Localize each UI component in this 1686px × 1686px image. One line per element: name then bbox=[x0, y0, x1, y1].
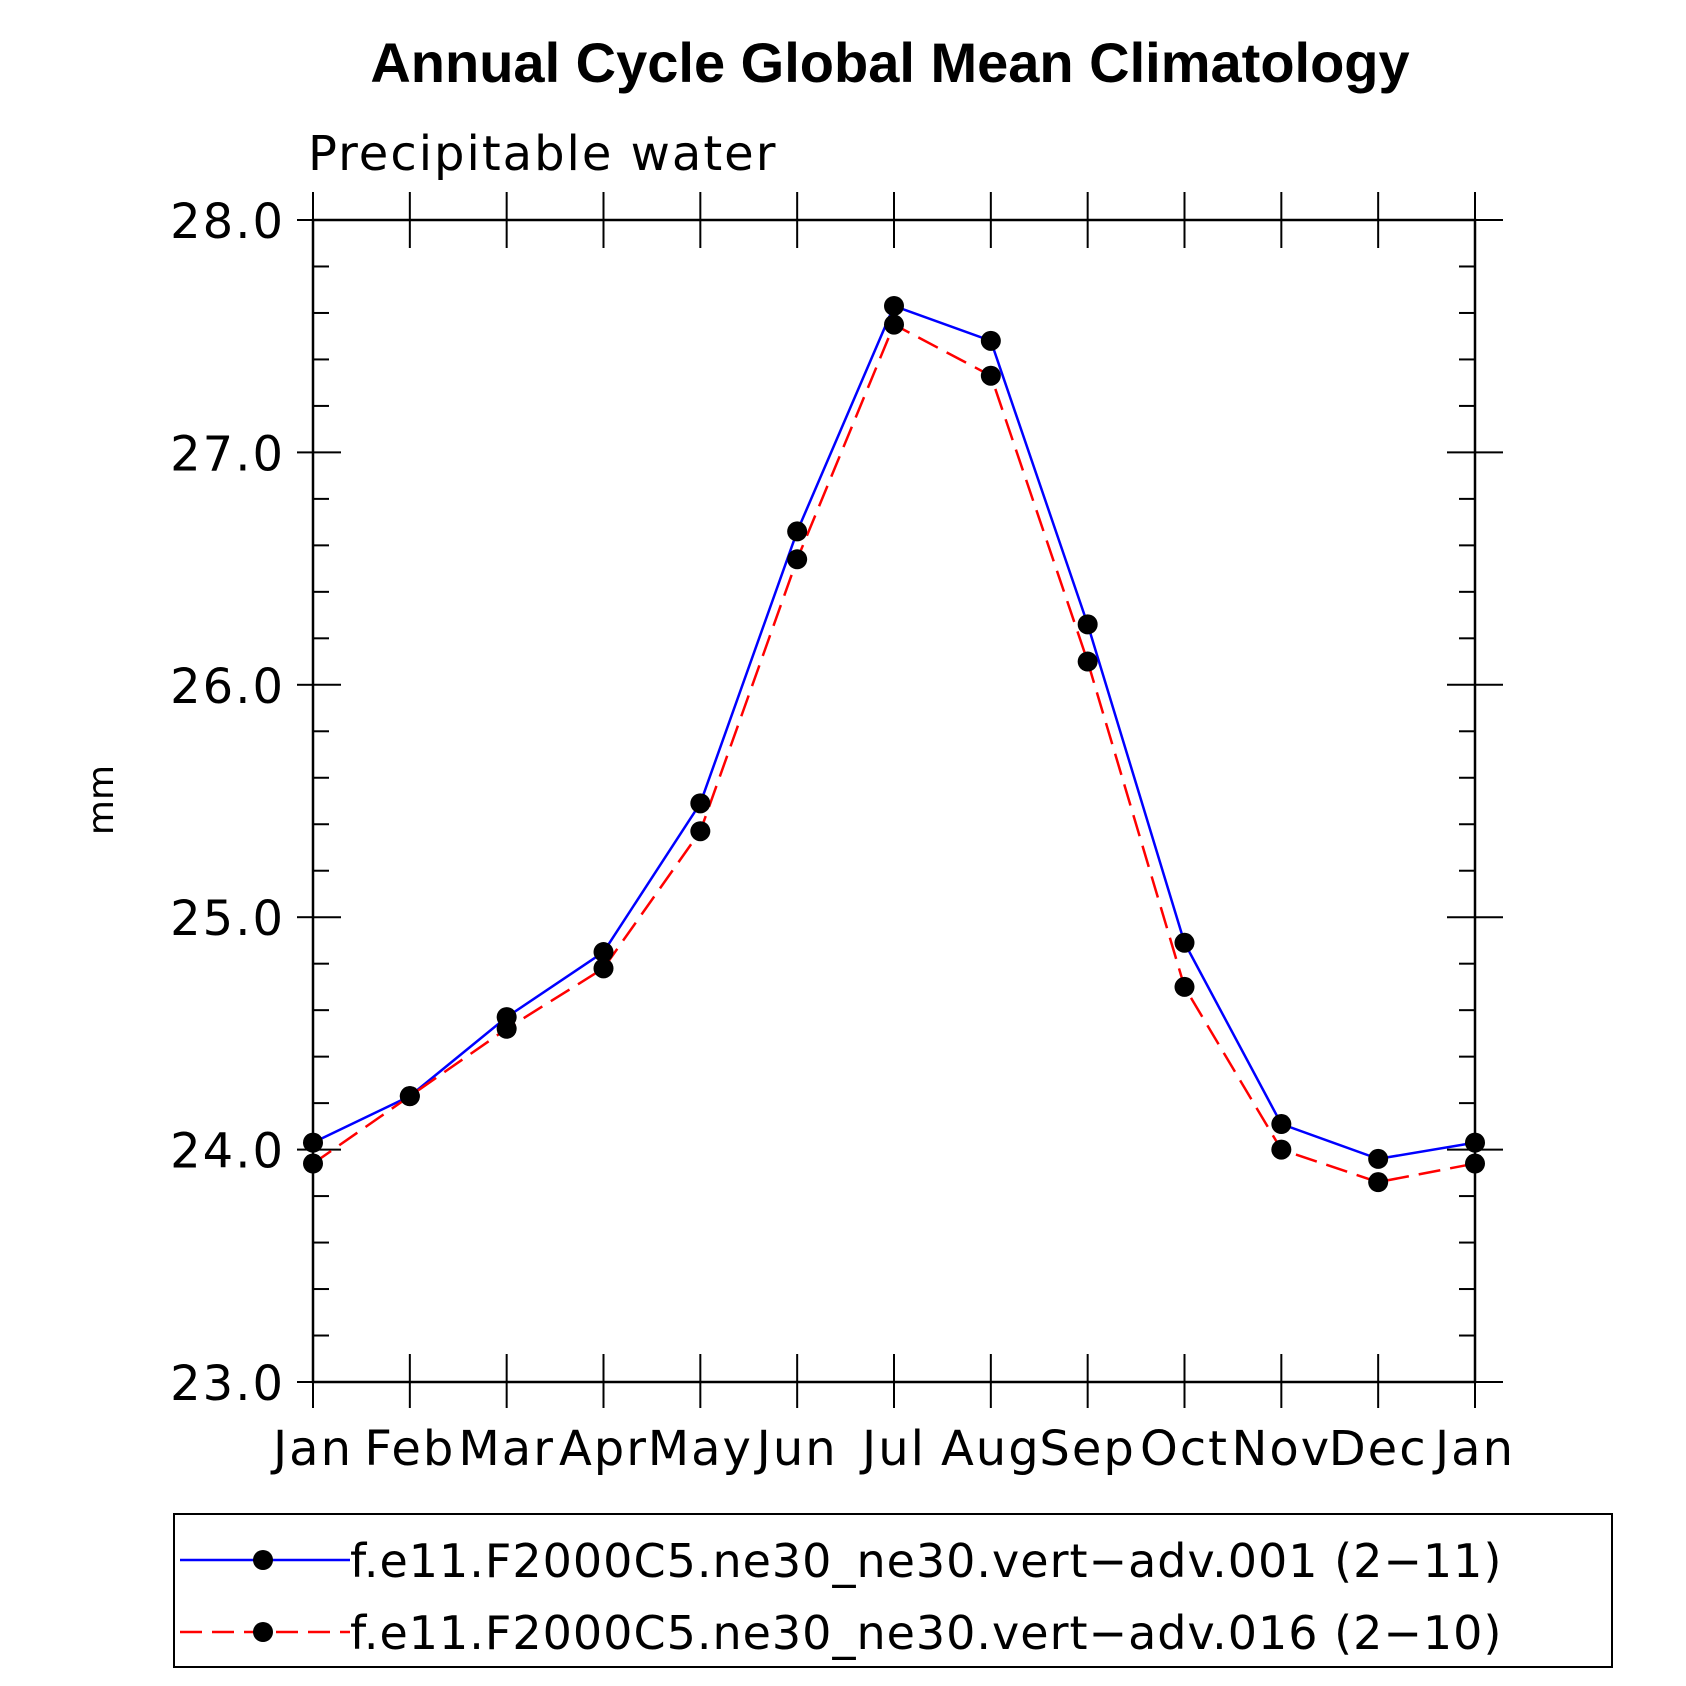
x-tick-label: Feb bbox=[364, 1421, 455, 1477]
y-tick-label: 24.0 bbox=[170, 1124, 285, 1180]
y-tick-label: 27.0 bbox=[170, 426, 285, 482]
legend-box bbox=[173, 1513, 1613, 1668]
data-point-series-2 bbox=[593, 958, 614, 979]
y-tick-label: 26.0 bbox=[170, 659, 285, 715]
legend-marker-1 bbox=[253, 1550, 273, 1570]
data-point-series-1 bbox=[884, 295, 904, 316]
series-line-1 bbox=[312, 304, 1476, 1161]
x-tick-label: May bbox=[648, 1421, 753, 1477]
data-point-series-1 bbox=[980, 330, 1001, 351]
data-point-series-2 bbox=[496, 1018, 517, 1039]
y-tick-label: 28.0 bbox=[170, 194, 285, 250]
data-point-series-2 bbox=[690, 821, 711, 842]
data-point-series-1 bbox=[593, 942, 614, 963]
x-tick-label: Jul bbox=[859, 1421, 926, 1477]
plot-frame bbox=[311, 218, 1477, 1384]
x-tick-label: Jan bbox=[1432, 1421, 1515, 1477]
data-point-series-2 bbox=[980, 365, 1001, 386]
data-point-series-1 bbox=[1368, 1148, 1389, 1169]
data-point-series-1 bbox=[1174, 932, 1195, 953]
x-tick-label: Oct bbox=[1140, 1421, 1229, 1477]
series-line-2 bbox=[312, 322, 1476, 1184]
data-point-series-2 bbox=[303, 1153, 323, 1174]
data-point-series-2 bbox=[1465, 1153, 1485, 1174]
x-tick-label: Aug bbox=[941, 1421, 1041, 1477]
data-point-series-2 bbox=[787, 549, 808, 570]
y-axis-label: mm bbox=[81, 765, 122, 835]
y-tick-label: 25.0 bbox=[170, 891, 285, 947]
data-point-series-1 bbox=[303, 1132, 323, 1153]
data-point-series-1 bbox=[1271, 1114, 1292, 1135]
data-point-series-2 bbox=[399, 1086, 420, 1107]
data-point-series-2 bbox=[1174, 976, 1195, 997]
data-point-series-2 bbox=[884, 314, 904, 335]
data-point-series-1 bbox=[1077, 614, 1098, 635]
x-tick-label: Jan bbox=[270, 1421, 353, 1477]
data-point-series-1 bbox=[1465, 1132, 1485, 1153]
x-tick-label: Jun bbox=[754, 1421, 838, 1477]
x-tick-label: Dec bbox=[1329, 1421, 1428, 1477]
legend-label-2: f.e11.F2000C5.ne30_ne30.vert−adv.016 (2−… bbox=[350, 1606, 1502, 1660]
data-point-series-1 bbox=[690, 793, 711, 814]
data-point-series-1 bbox=[787, 521, 808, 542]
x-tick-label: Mar bbox=[458, 1421, 555, 1477]
chart-subtitle: Precipitable water bbox=[308, 126, 777, 182]
legend: f.e11.F2000C5.ne30_ne30.vert−adv.001 (2−… bbox=[173, 1513, 1613, 1668]
legend-label-1: f.e11.F2000C5.ne30_ne30.vert−adv.001 (2−… bbox=[350, 1534, 1502, 1588]
chart-title: Annual Cycle Global Mean Climatology bbox=[370, 31, 1409, 94]
x-tick-label: Apr bbox=[559, 1421, 648, 1477]
data-point-series-2 bbox=[1077, 651, 1098, 672]
x-tick-label: Sep bbox=[1039, 1421, 1135, 1477]
data-point-series-2 bbox=[1271, 1139, 1292, 1160]
x-tick-label: Nov bbox=[1231, 1421, 1331, 1477]
legend-marker-2 bbox=[253, 1622, 273, 1642]
data-point-series-2 bbox=[1368, 1172, 1389, 1193]
y-tick-label: 23.0 bbox=[170, 1356, 285, 1412]
